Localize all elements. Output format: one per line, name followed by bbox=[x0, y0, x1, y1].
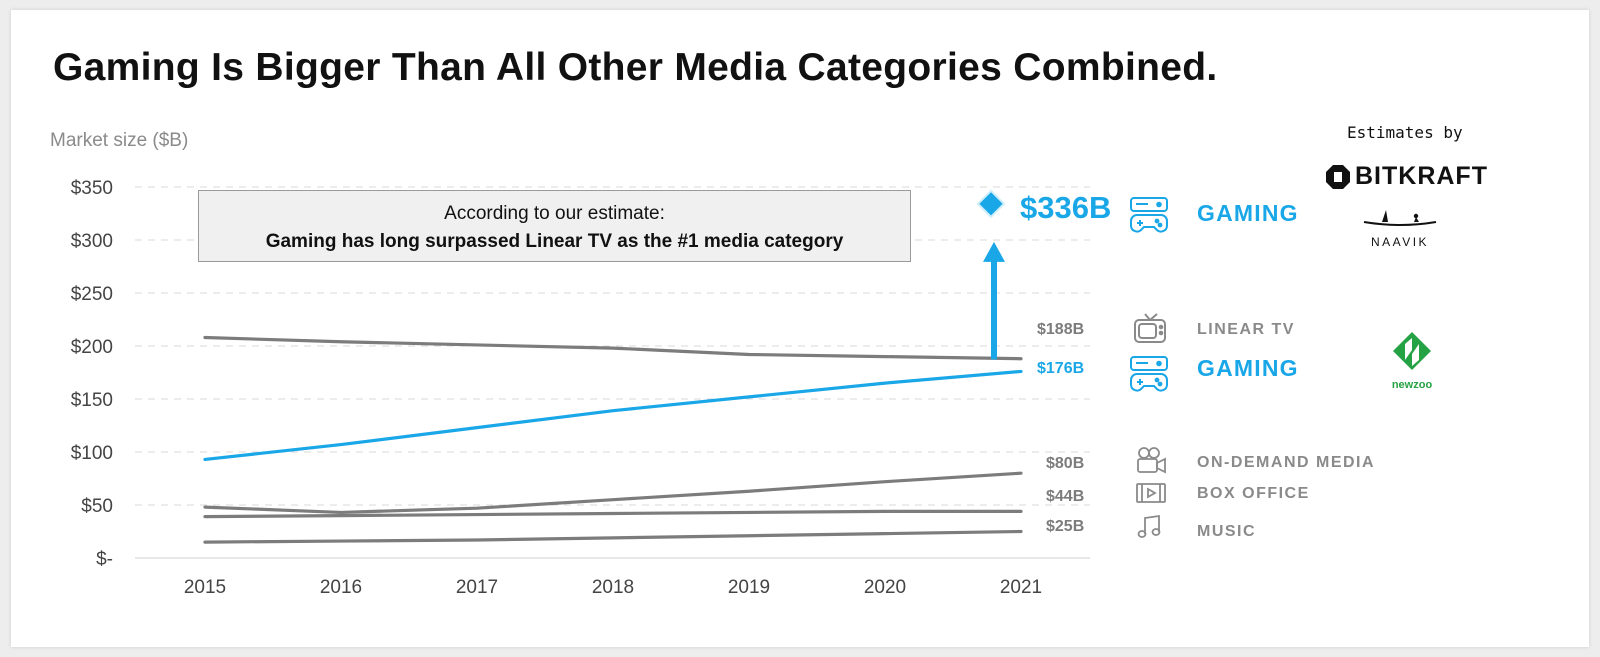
y-tick-label: $100 bbox=[71, 443, 113, 464]
end-label-gaming: $176B bbox=[1037, 360, 1085, 377]
end-label-on-demand: $80B bbox=[1046, 455, 1085, 472]
x-tick-label: 2018 bbox=[592, 577, 634, 598]
legend-label-on-demand: ON-DEMAND MEDIA bbox=[1197, 454, 1376, 471]
x-tick-labels: 2015 2016 2017 2018 2019 2020 2021 bbox=[184, 577, 1042, 598]
newzoo-wordmark: newzoo bbox=[1391, 379, 1433, 391]
bitkraft-logo: BITKRAFT bbox=[1325, 162, 1488, 191]
callout-line-1: According to our estimate: bbox=[444, 203, 665, 224]
end-label-linear-tv: $188B bbox=[1037, 321, 1085, 338]
legend-label-estimate-gaming: GAMING bbox=[1197, 200, 1299, 226]
legend-label-gaming: GAMING bbox=[1197, 355, 1299, 381]
x-tick-label: 2021 bbox=[1000, 577, 1042, 598]
series-lines bbox=[203, 335, 1023, 544]
naavik-wordmark: NAAVIK bbox=[1370, 235, 1430, 249]
end-label-music: $25B bbox=[1046, 518, 1085, 535]
chart-title: Gaming Is Bigger Than All Other Media Ca… bbox=[53, 46, 1218, 89]
estimate-callout: According to our estimate: Gaming has lo… bbox=[198, 190, 911, 262]
y-axis-label: Market size ($B) bbox=[50, 130, 189, 151]
bitkraft-mark-icon bbox=[1326, 164, 1350, 189]
gamepad-console-icon bbox=[1130, 356, 1168, 392]
estimate-arrow-head bbox=[983, 241, 1005, 262]
series-line-on-demand-media bbox=[203, 471, 1023, 515]
y-tick-labels: $- $50 $100 $150 $200 $250 $300 $350 bbox=[71, 178, 113, 570]
music-note-icon bbox=[1137, 514, 1161, 538]
legend-label-music: MUSIC bbox=[1197, 523, 1257, 540]
estimate-value-label: $336B bbox=[1020, 190, 1112, 225]
estimate-markers bbox=[976, 189, 1006, 360]
series-line-music bbox=[203, 529, 1023, 544]
newzoo-mark-icon bbox=[1393, 332, 1431, 370]
x-tick-label: 2020 bbox=[864, 577, 906, 598]
y-tick-label: $200 bbox=[71, 337, 113, 358]
x-tick-label: 2017 bbox=[456, 577, 498, 598]
end-label-box-office: $44B bbox=[1046, 488, 1085, 505]
bitkraft-wordmark: BITKRAFT bbox=[1355, 162, 1488, 190]
series-line-box-office bbox=[203, 509, 1023, 519]
x-tick-label: 2019 bbox=[728, 577, 770, 598]
newzoo-logo: newzoo bbox=[1387, 330, 1437, 391]
video-camera-icon bbox=[1137, 447, 1166, 474]
tv-icon bbox=[1134, 313, 1166, 343]
naavik-logo: NAAVIK bbox=[1360, 208, 1440, 249]
x-tick-label: 2016 bbox=[320, 577, 362, 598]
gamepad-console-icon bbox=[1130, 197, 1168, 233]
y-tick-label: $350 bbox=[71, 178, 113, 199]
callout-line-2: Gaming has long surpassed Linear TV as t… bbox=[265, 231, 844, 252]
y-tick-label: $- bbox=[96, 549, 113, 570]
y-tick-label: $300 bbox=[71, 231, 113, 252]
x-tick-label: 2015 bbox=[184, 577, 226, 598]
boat-icon bbox=[1363, 210, 1437, 226]
gridlines bbox=[135, 186, 1090, 559]
estimates-by-label: Estimates by bbox=[1347, 123, 1463, 142]
film-play-icon bbox=[1136, 483, 1166, 503]
legend-label-box-office: BOX OFFICE bbox=[1197, 485, 1310, 502]
estimate-diamond-marker bbox=[976, 189, 1006, 219]
y-tick-label: $250 bbox=[71, 284, 113, 305]
series-line-linear-tv bbox=[203, 335, 1023, 361]
series-line-gaming bbox=[203, 369, 1023, 462]
y-tick-label: $150 bbox=[71, 390, 113, 411]
y-tick-label: $50 bbox=[81, 496, 113, 517]
legend-label-linear-tv: LINEAR TV bbox=[1197, 321, 1295, 338]
